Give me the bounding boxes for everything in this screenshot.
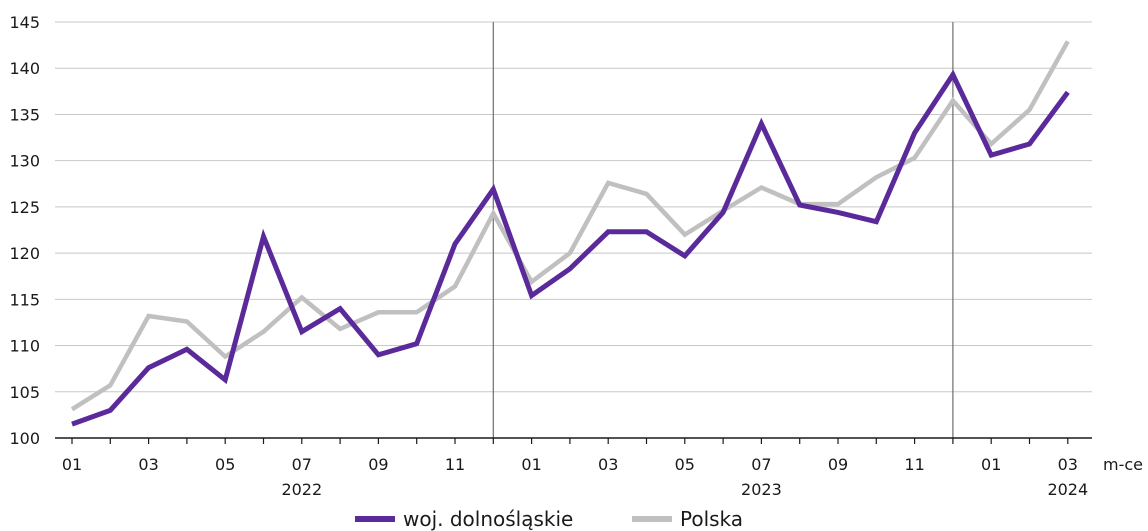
series-line-polska [70, 40, 1070, 412]
x-tick-label: 05 [215, 455, 235, 474]
x-tick-label: 07 [751, 455, 771, 474]
year-separators [492, 22, 954, 438]
y-tick-label: 125 [9, 198, 40, 217]
year-label: 2024 [1047, 480, 1088, 499]
y-tick-label: 140 [9, 59, 40, 78]
x-tick-label: 03 [138, 455, 158, 474]
x-tick-label: 01 [521, 455, 541, 474]
x-tick-label: 09 [828, 455, 848, 474]
y-tick-label: 115 [9, 290, 40, 309]
series-line-dolnoslaskie [71, 69, 1070, 427]
x-tick-label: 01 [62, 455, 82, 474]
y-tick-label: 130 [9, 152, 40, 171]
legend-label: Polska [680, 507, 743, 531]
x-tick-label: 09 [368, 455, 388, 474]
y-tick-label: 145 [9, 13, 40, 32]
data-series [70, 40, 1070, 427]
year-label: 2022 [281, 480, 322, 499]
x-axis: 01 03 05 07 09 11 01 03 05 07 09 11 01 03 2022 2023 2024… [55, 437, 1143, 499]
x-tick-label: 01 [981, 455, 1001, 474]
y-tick-label: 135 [9, 105, 40, 124]
gridlines [55, 21, 1092, 393]
legend-label: woj. dolnośląskie [403, 507, 573, 531]
legend: woj. dolnośląskie Polska [355, 507, 743, 531]
x-tick-label: 05 [675, 455, 695, 474]
y-axis-tick-labels: 100 105 110 115 120 125 130 135 140 145 [9, 13, 40, 448]
y-tick-label: 100 [9, 429, 40, 448]
x-tick-label: 07 [292, 455, 312, 474]
x-tick-label: 03 [598, 455, 618, 474]
y-tick-label: 110 [9, 337, 40, 356]
y-tick-label: 105 [9, 383, 40, 402]
x-axis-label: m-ce [1103, 455, 1143, 474]
x-tick-label: 11 [445, 455, 465, 474]
x-tick-label: 11 [904, 455, 924, 474]
year-label: 2023 [741, 480, 782, 499]
y-tick-label: 120 [9, 244, 40, 263]
x-tick-label: 03 [1058, 455, 1078, 474]
